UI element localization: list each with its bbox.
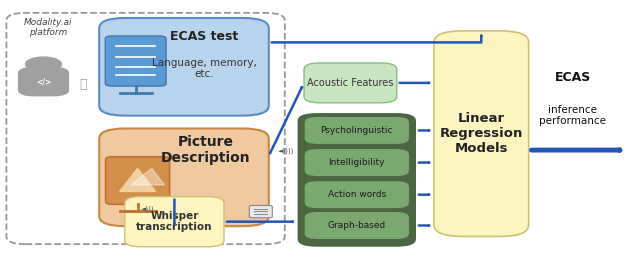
FancyBboxPatch shape bbox=[305, 149, 409, 176]
FancyBboxPatch shape bbox=[434, 31, 529, 236]
Text: ECAS test: ECAS test bbox=[170, 30, 239, 43]
FancyBboxPatch shape bbox=[305, 117, 409, 144]
Polygon shape bbox=[131, 168, 164, 185]
FancyBboxPatch shape bbox=[304, 63, 397, 103]
Text: inference
performance: inference performance bbox=[540, 105, 606, 126]
Text: ◄)))): ◄)))) bbox=[278, 148, 294, 154]
FancyBboxPatch shape bbox=[249, 206, 272, 218]
Text: Intelligibility: Intelligibility bbox=[328, 158, 385, 167]
Text: Graph-based: Graph-based bbox=[328, 221, 386, 230]
Text: Psycholinguistic: Psycholinguistic bbox=[321, 126, 393, 135]
Text: ◄))): ◄))) bbox=[141, 206, 154, 212]
FancyBboxPatch shape bbox=[125, 197, 224, 247]
FancyBboxPatch shape bbox=[6, 13, 285, 244]
Polygon shape bbox=[120, 168, 156, 191]
FancyBboxPatch shape bbox=[99, 18, 269, 116]
FancyBboxPatch shape bbox=[18, 67, 69, 96]
Text: </>: </> bbox=[36, 78, 51, 87]
FancyBboxPatch shape bbox=[99, 128, 269, 226]
Text: Modality.ai
platform: Modality.ai platform bbox=[24, 18, 72, 37]
FancyBboxPatch shape bbox=[106, 157, 170, 204]
Text: Action words: Action words bbox=[328, 190, 386, 199]
FancyBboxPatch shape bbox=[305, 212, 409, 239]
FancyBboxPatch shape bbox=[298, 113, 416, 247]
FancyBboxPatch shape bbox=[305, 181, 409, 208]
Circle shape bbox=[26, 57, 61, 71]
FancyBboxPatch shape bbox=[105, 36, 166, 86]
Text: Linear
Regression
Models: Linear Regression Models bbox=[440, 112, 523, 155]
Text: Language, memory,
etc.: Language, memory, etc. bbox=[152, 58, 257, 79]
Text: Picture
Description: Picture Description bbox=[161, 135, 251, 165]
Text: 🎙: 🎙 bbox=[79, 78, 87, 91]
Text: ECAS: ECAS bbox=[555, 71, 591, 84]
Text: Whisper
transcription: Whisper transcription bbox=[136, 211, 212, 233]
Text: Acoustic Features: Acoustic Features bbox=[307, 78, 394, 88]
